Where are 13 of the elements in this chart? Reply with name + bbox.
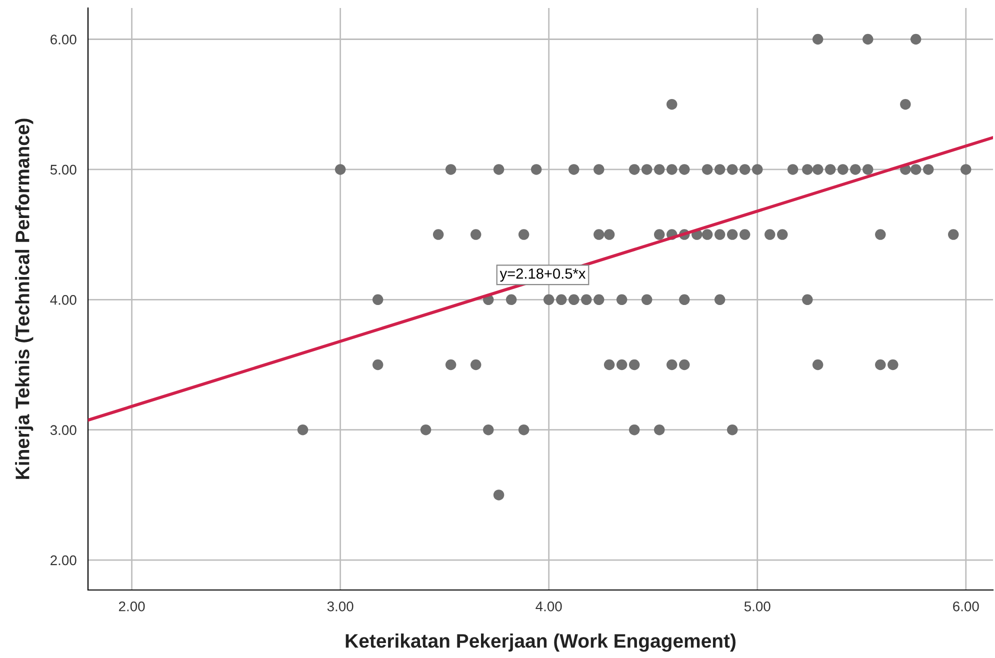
x-tick-label: 4.00	[536, 601, 562, 612]
x-tick-label: 2.00	[118, 601, 145, 612]
y-tick-label: 6.00	[50, 34, 76, 44]
x-tick-label: 6.00	[953, 601, 979, 612]
y-tick-label: 4.00	[50, 294, 76, 305]
x-tick-label: 5.00	[744, 601, 770, 612]
x-axis-title: Keterikatan Pekerjaan (Work Engagement)	[346, 634, 736, 652]
y-tick-label: 3.00	[50, 425, 76, 436]
y-tick-label: 5.00	[50, 164, 76, 175]
y-tick-label: 2.00	[50, 555, 76, 566]
x-tick-label: 3.00	[327, 601, 354, 612]
annotation: y=2.18+0.5*x	[500, 268, 586, 282]
y-axis-title: Kinerja Teknis (Technical Performance)	[15, 118, 34, 479]
